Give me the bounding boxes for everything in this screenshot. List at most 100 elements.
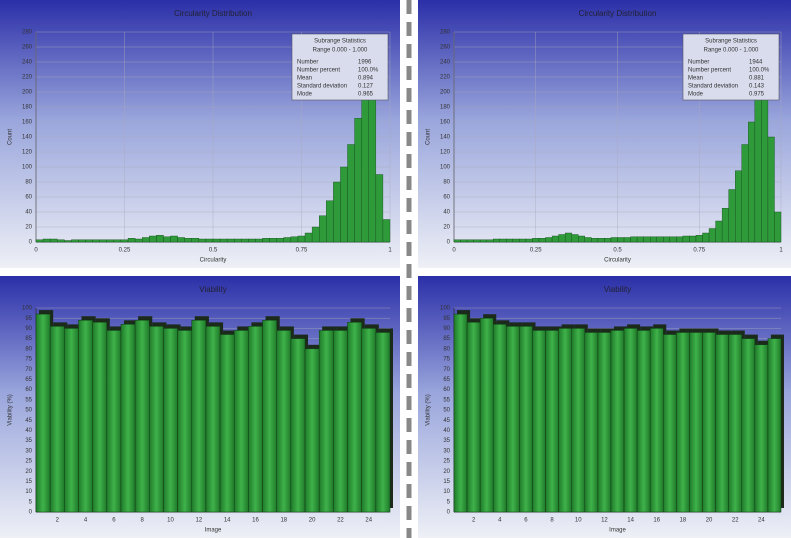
histogram-bar xyxy=(269,238,277,243)
y-tick-label: 40 xyxy=(443,210,450,216)
y-tick-label: 100 xyxy=(440,306,451,312)
x-tick-label: 8 xyxy=(141,518,145,524)
stats-value: 1944 xyxy=(749,60,763,66)
bar xyxy=(276,330,292,513)
histogram-bar xyxy=(754,99,762,243)
x-tick-label: 2 xyxy=(56,518,60,524)
bar xyxy=(233,330,249,513)
histogram-bar xyxy=(241,238,249,243)
y-tick-label: 240 xyxy=(440,60,451,66)
y-tick-label: 280 xyxy=(22,30,33,36)
y-tick-label: 0 xyxy=(29,510,33,516)
y-tick-label: 260 xyxy=(22,45,33,51)
y-tick-label: 10 xyxy=(25,489,32,495)
y-tick-label: 55 xyxy=(25,397,32,403)
y-tick-label: 80 xyxy=(443,346,450,352)
y-tick-label: 0 xyxy=(447,240,451,246)
histogram-bar xyxy=(347,144,355,243)
chart-title: Circularity Distribution xyxy=(579,9,657,18)
x-tick-label: 6 xyxy=(524,518,528,524)
bar xyxy=(715,334,729,513)
histogram-bar xyxy=(212,238,221,243)
y-tick-label: 60 xyxy=(25,195,32,201)
histogram-bar xyxy=(499,238,507,243)
stats-label: Mode xyxy=(297,92,313,98)
stats-label: Number percent xyxy=(688,68,731,74)
x-tick-label: 0.5 xyxy=(209,248,218,254)
stats-range: Range 0.000 - 1.000 xyxy=(704,48,759,54)
x-tick-label: 2 xyxy=(472,518,476,524)
x-tick-label: 0.75 xyxy=(296,248,308,254)
histogram-bar xyxy=(578,235,586,243)
bar xyxy=(149,326,164,513)
histogram-bar xyxy=(571,234,579,243)
histogram-bar xyxy=(669,236,677,243)
x-tick-label: 24 xyxy=(365,518,372,524)
histogram-bar xyxy=(741,144,749,243)
bar xyxy=(163,328,178,513)
histogram-bar xyxy=(695,235,703,243)
bar xyxy=(92,322,108,513)
stats-value: 0.881 xyxy=(749,76,765,82)
histogram-bar xyxy=(219,238,228,243)
histogram-bar xyxy=(304,232,313,243)
histogram-bar xyxy=(591,238,599,243)
bar xyxy=(64,328,79,513)
histogram-bar xyxy=(761,84,769,243)
bar xyxy=(636,330,651,513)
y-tick-label: 95 xyxy=(25,316,32,322)
x-axis-label: Circularity xyxy=(200,258,227,264)
y-tick-label: 90 xyxy=(25,326,32,332)
y-tick-label: 260 xyxy=(440,45,451,51)
stats-label: Mode xyxy=(688,92,704,98)
y-tick-label: 140 xyxy=(22,135,33,141)
histogram-bar xyxy=(354,118,362,243)
x-tick-label: 1 xyxy=(779,248,783,254)
y-tick-label: 10 xyxy=(443,489,450,495)
bar xyxy=(676,332,690,513)
bar xyxy=(728,334,743,513)
bar xyxy=(347,322,362,513)
histogram-bar xyxy=(297,235,306,243)
histogram-bar xyxy=(506,238,514,243)
histogram-bar xyxy=(361,91,369,243)
stats-value: 0.143 xyxy=(749,84,765,90)
y-tick-label: 25 xyxy=(25,459,32,465)
bar xyxy=(466,322,481,513)
stats-value: 0.975 xyxy=(749,92,765,98)
stats-label: Number xyxy=(297,60,318,66)
bar xyxy=(519,326,533,513)
x-tick-label: 0.25 xyxy=(530,248,542,254)
y-tick-label: 200 xyxy=(22,90,33,96)
histogram-bar xyxy=(656,236,664,243)
x-tick-label: 0.5 xyxy=(613,248,622,254)
x-tick-label: 0 xyxy=(452,248,456,254)
histogram-bar xyxy=(650,236,657,243)
histogram-bar xyxy=(604,238,612,243)
x-axis-label: Image xyxy=(205,528,222,534)
y-tick-label: 50 xyxy=(25,408,32,414)
histogram-bar xyxy=(311,226,320,243)
bar xyxy=(248,326,263,513)
chart-title: Circularity Distribution xyxy=(174,9,252,18)
y-tick-label: 5 xyxy=(447,499,451,505)
bar xyxy=(333,330,348,513)
bar xyxy=(120,324,136,513)
stats-label: Standard deviation xyxy=(688,84,738,90)
bar xyxy=(597,332,612,513)
histogram-bar xyxy=(486,239,494,243)
bar xyxy=(558,328,572,513)
y-tick-label: 45 xyxy=(25,418,32,424)
histogram-bar xyxy=(721,208,729,243)
bar xyxy=(663,334,677,513)
histogram-bar xyxy=(106,239,115,243)
x-tick-label: 24 xyxy=(758,518,765,524)
bar xyxy=(689,332,703,513)
x-tick-label: 20 xyxy=(706,518,713,524)
stats-range: Range 0.000 - 1.000 xyxy=(313,48,368,54)
y-tick-label: 180 xyxy=(440,105,451,111)
histogram-bar xyxy=(708,228,716,243)
y-tick-label: 20 xyxy=(443,469,450,475)
y-tick-label: 120 xyxy=(440,150,451,156)
y-tick-label: 220 xyxy=(440,75,451,81)
